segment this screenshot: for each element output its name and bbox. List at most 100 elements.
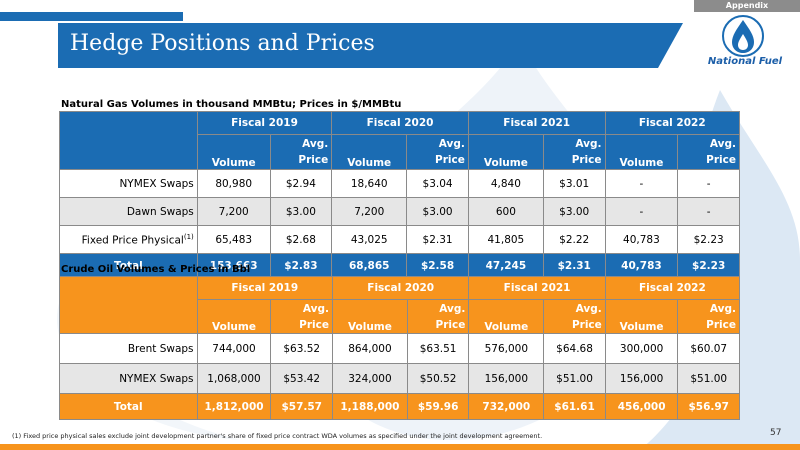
gas-col-avg: Avg. [438, 138, 465, 150]
cell: $64.68 [543, 333, 606, 364]
cell: 864,000 [331, 333, 408, 364]
appendix-tab: Appendix [694, 0, 800, 12]
gas-year-2020: Fiscal 2020 [331, 111, 469, 135]
row-label: Fixed Price Physical [81, 234, 184, 247]
gas-col-avg: Avg. [302, 138, 329, 150]
row-label: NYMEX Swaps [59, 169, 198, 198]
cell: $2.23 [677, 253, 740, 279]
cell: $56.97 [677, 393, 740, 420]
cell: 156,000 [468, 363, 545, 394]
cell: 68,865 [331, 253, 408, 279]
cell: 324,000 [331, 363, 408, 394]
oil-column-header-row: Volume Avg. Price Volume Avg. Price Volume… [60, 299, 740, 334]
cell: 744,000 [196, 333, 272, 364]
row-label: Brent Swaps [59, 333, 198, 364]
oil-col-avg: Avg. [575, 302, 602, 315]
footnote: (1) Fixed price physical sales exclude j… [12, 432, 543, 440]
gas-col-avg: Avg. [709, 138, 736, 150]
gas-section-title: Natural Gas Volumes in thousand MMBtu; P… [61, 99, 402, 110]
table-row: Dawn Swaps 7,200 $3.00 7,200 $3.00 600 $… [59, 197, 740, 226]
table-row: Brent Swaps 744,000 $63.52 864,000 $63.5… [59, 333, 740, 364]
total-row: Total 1,812,000 $57.57 1,188,000 $59.96 … [59, 393, 740, 420]
cell: $51.00 [543, 363, 606, 394]
gas-col-avg: Avg. [575, 138, 602, 150]
oil-year-2022: Fiscal 2022 [604, 276, 741, 300]
title-accent-bar [0, 12, 183, 21]
cell: $2.83 [269, 253, 333, 279]
cell: $57.57 [270, 393, 333, 420]
oil-col-volume: Volume [331, 299, 408, 334]
oil-year-2020: Fiscal 2020 [331, 276, 470, 300]
oil-year-2019: Fiscal 2019 [196, 276, 333, 300]
gas-year-2019: Fiscal 2019 [196, 111, 333, 135]
gas-year-2022: Fiscal 2022 [604, 111, 741, 135]
flame-drop-icon [722, 15, 764, 57]
cell: 300,000 [604, 333, 679, 364]
oil-col-avg: Avg. [709, 302, 736, 315]
gas-col-avg-price: Avg. Price [406, 134, 469, 170]
row-label: Dawn Swaps [59, 197, 198, 226]
cell: 156,000 [604, 363, 679, 394]
cell: - [604, 197, 679, 226]
cell: 1,812,000 [196, 393, 272, 420]
cell: $2.94 [269, 169, 333, 198]
table-row: NYMEX Swaps 1,068,000 $53.42 324,000 $50… [59, 363, 740, 394]
gas-hedge-table: Fiscal 2019 Fiscal 2020 Fiscal 2021 Fisc… [59, 111, 741, 279]
cell: $3.00 [542, 197, 606, 226]
gas-col-volume: Volume [331, 134, 408, 170]
cell: $53.42 [270, 363, 333, 394]
oil-col-volume: Volume [196, 299, 272, 334]
cell: 47,245 [467, 253, 544, 279]
cell: 456,000 [604, 393, 679, 420]
oil-header-blank [59, 276, 198, 334]
gas-col-avg-price: Avg. Price [269, 134, 333, 170]
gas-year-header-row: Fiscal 2019 Fiscal 2020 Fiscal 2021 Fisc… [59, 111, 741, 170]
cell: $50.52 [406, 363, 470, 394]
total-label: Total [59, 253, 198, 279]
cell: $3.01 [542, 169, 606, 198]
oil-col-avg-price: Avg. Price [543, 299, 606, 334]
title-banner [58, 23, 683, 68]
cell: $3.00 [269, 197, 333, 226]
cell: 732,000 [468, 393, 545, 420]
oil-col-price: Price [571, 318, 602, 331]
gas-col-avg-price: Avg. Price [542, 134, 606, 170]
cell: 80,980 [196, 169, 271, 198]
bottom-accent-bar [0, 444, 800, 450]
cell: $2.23 [677, 225, 740, 254]
oil-col-volume: Volume [604, 299, 679, 334]
gas-col-price: Price [298, 154, 329, 166]
cell: - [677, 197, 740, 226]
page-title: Hedge Positions and Prices [70, 31, 375, 56]
oil-col-volume: Volume [468, 299, 545, 334]
page-number: 57 [770, 428, 782, 438]
oil-col-avg-price: Avg. Price [270, 299, 333, 334]
oil-col-avg: Avg. [302, 302, 329, 315]
oil-year-header-row: Fiscal 2019 Fiscal 2020 Fiscal 2021 Fisc… [59, 276, 741, 334]
cell: 1,068,000 [196, 363, 272, 394]
cell: 7,200 [331, 197, 408, 226]
footnote-marker: (1) [183, 232, 194, 241]
cell: 41,805 [467, 225, 544, 254]
gas-header-blank [59, 111, 198, 170]
cell: $59.96 [406, 393, 470, 420]
cell: 7,200 [196, 197, 271, 226]
cell: 576,000 [468, 333, 545, 364]
cell: $63.51 [406, 333, 470, 364]
row-label: NYMEX Swaps [59, 363, 198, 394]
table-row: NYMEX Swaps 80,980 $2.94 18,640 $3.04 4,… [59, 169, 740, 198]
oil-col-price: Price [706, 318, 736, 331]
table-row: Fixed Price Physical(1) 65,483 $2.68 43,… [59, 225, 740, 254]
cell: 40,783 [604, 253, 679, 279]
total-label: Total [59, 393, 198, 420]
cell: $61.61 [543, 393, 606, 420]
oil-year-2021: Fiscal 2021 [468, 276, 606, 300]
cell: 65,483 [196, 225, 271, 254]
gas-col-price: Price [706, 154, 736, 166]
gas-col-avg-price: Avg. Price [677, 134, 740, 170]
oil-hedge-table: Fiscal 2019 Fiscal 2020 Fiscal 2021 Fisc… [59, 276, 741, 420]
oil-col-avg-price: Avg. Price [677, 299, 740, 334]
gas-year-2021: Fiscal 2021 [467, 111, 606, 135]
cell: 18,640 [331, 169, 408, 198]
oil-col-price: Price [299, 318, 329, 331]
